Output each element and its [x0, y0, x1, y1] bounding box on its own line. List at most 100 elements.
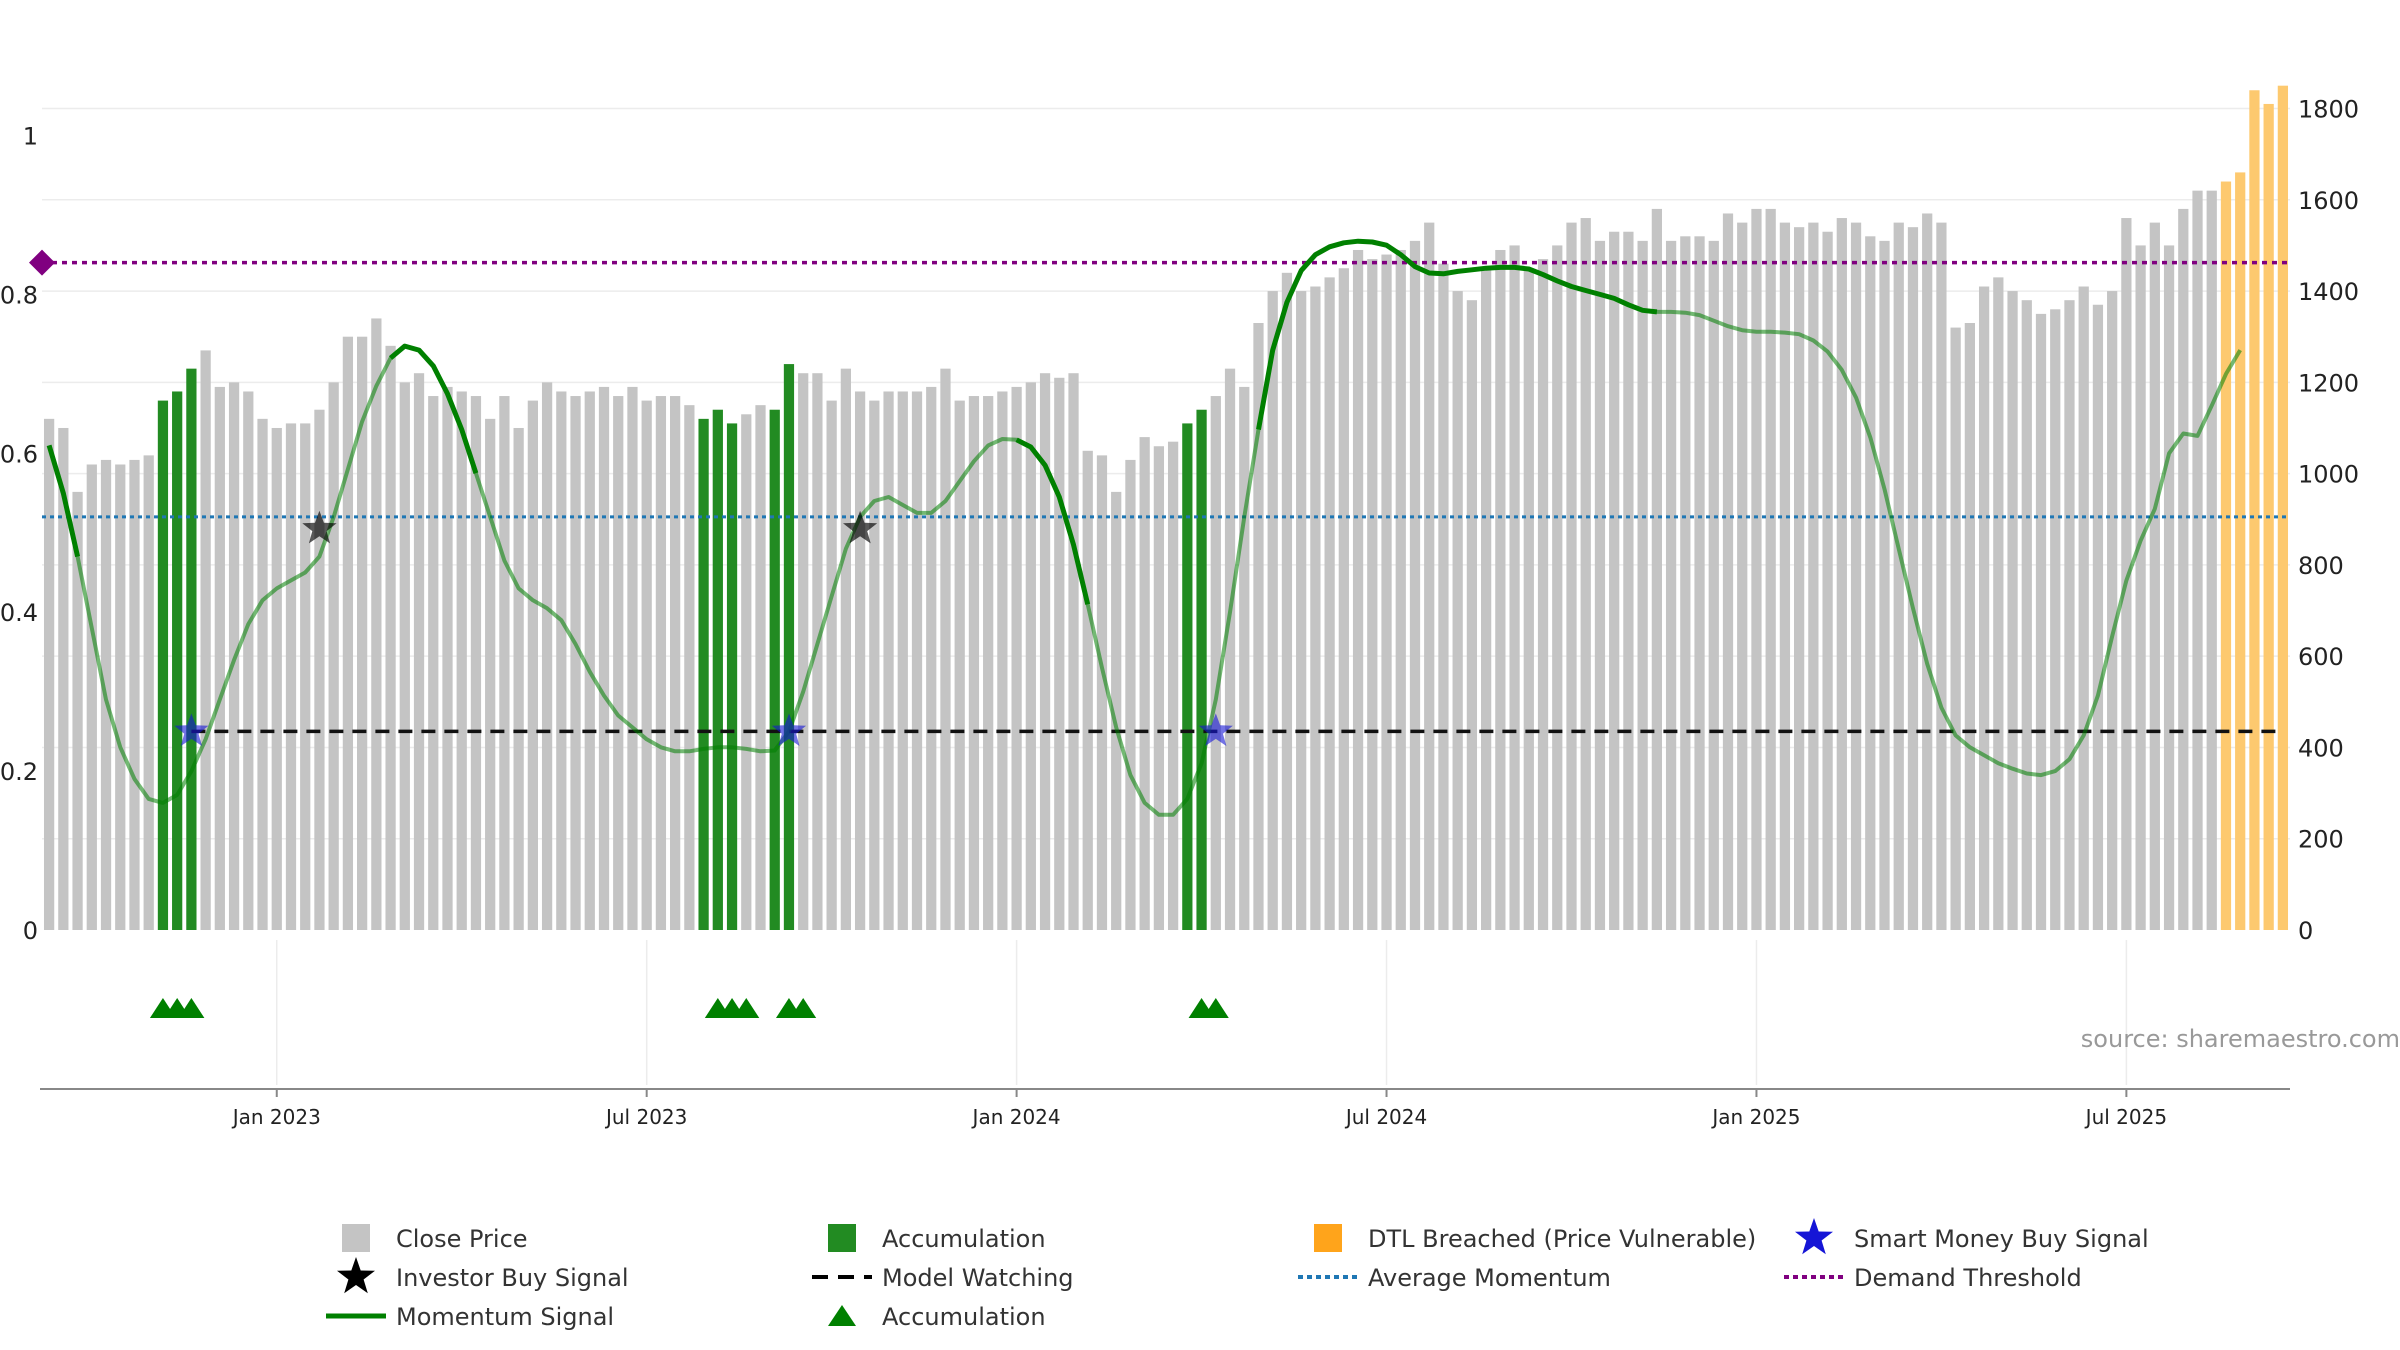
- price-bar: [1452, 291, 1463, 930]
- price-bar: [385, 345, 396, 930]
- price-bar: [1637, 240, 1648, 931]
- dtl-bar: [2277, 85, 2289, 931]
- legend-item: Model Watching: [812, 1264, 1074, 1292]
- accumulation-bar: [186, 368, 197, 930]
- price-bar: [812, 373, 823, 930]
- price-bar: [798, 373, 809, 930]
- left-tick-label: 1: [23, 123, 38, 151]
- price-bar: [1068, 373, 1079, 930]
- price-bar: [1552, 245, 1563, 930]
- accumulation-bar: [726, 423, 738, 930]
- price-bar: [1367, 259, 1378, 930]
- price-bar: [584, 391, 595, 930]
- price-bar: [570, 396, 581, 930]
- price-bar: [655, 396, 667, 930]
- right-tick-label: 1800: [2298, 96, 2359, 124]
- left-tick-label: 0.8: [0, 281, 38, 309]
- legend-label: Close Price: [396, 1225, 528, 1253]
- price-bar: [1993, 277, 2004, 931]
- smart-money-signal: [1198, 713, 1233, 746]
- price-bar: [1737, 222, 1748, 930]
- right-tick-label: 200: [2298, 826, 2344, 854]
- price-bar: [428, 396, 439, 930]
- legend-item: Demand Threshold: [1784, 1264, 2082, 1292]
- legend-swatch-dtl: [1314, 1224, 1342, 1252]
- legend-label: Accumulation: [882, 1303, 1046, 1331]
- legend-swatch-smart-money: [1795, 1218, 1833, 1255]
- x-tick-label: Jan 2025: [1710, 1105, 1800, 1129]
- price-bar: [1907, 227, 1919, 930]
- price-bar: [1978, 286, 1990, 930]
- price-bar: [627, 386, 638, 930]
- price-bar: [1324, 277, 1335, 931]
- price-bar: [43, 418, 55, 930]
- price-bar: [1338, 268, 1349, 930]
- price-bar: [2064, 300, 2075, 930]
- price-bar: [869, 400, 880, 931]
- price-bar: [1708, 240, 1719, 931]
- right-tick-label: 800: [2298, 552, 2344, 580]
- x-tick-label: Jul 2025: [2084, 1105, 2167, 1129]
- accumulation-bar: [769, 409, 780, 931]
- accumulation-bar: [1182, 423, 1193, 930]
- price-bar: [214, 386, 225, 930]
- dtl-bar: [2220, 181, 2232, 930]
- price-bar: [1239, 386, 1250, 930]
- dtl-bar: [2235, 172, 2246, 931]
- price-bar: [556, 391, 567, 930]
- price-bar: [527, 400, 538, 931]
- price-bar: [854, 391, 866, 930]
- price-bar: [485, 418, 496, 930]
- smart-money-signal: [174, 713, 209, 746]
- legend-label: Average Momentum: [1368, 1264, 1611, 1292]
- price-bar: [1025, 382, 1036, 930]
- price-bar: [755, 405, 766, 931]
- price-bar: [1253, 323, 1264, 931]
- price-bar: [1267, 291, 1278, 930]
- price-bar: [2107, 291, 2118, 930]
- price-bar: [2021, 300, 2032, 930]
- price-bar: [1751, 208, 1762, 930]
- price-bar: [2178, 208, 2189, 930]
- momentum-line-strong: [388, 343, 479, 474]
- price-bar: [1779, 222, 1791, 930]
- price-bar: [983, 396, 994, 930]
- legend-label: DTL Breached (Price Vulnerable): [1368, 1225, 1756, 1253]
- price-bar: [2092, 304, 2104, 930]
- price-bar: [1537, 259, 1549, 930]
- price-bar: [1836, 218, 1847, 931]
- price-bar: [1879, 240, 1890, 931]
- legend-swatch-investor: [337, 1257, 375, 1294]
- price-bar: [399, 382, 410, 930]
- legend-item: Momentum Signal: [326, 1303, 614, 1331]
- price-bar: [470, 396, 482, 930]
- price-bar: [1765, 208, 1776, 930]
- price-bar: [741, 414, 752, 930]
- price-bar: [1153, 446, 1165, 930]
- right-tick-label: 400: [2298, 734, 2344, 762]
- price-bar: [499, 396, 510, 930]
- price-bar: [954, 400, 965, 931]
- legend-swatch-accumulation-marker: [828, 1305, 856, 1326]
- price-bar: [1424, 222, 1435, 930]
- price-bar: [72, 491, 83, 930]
- price-bar: [1352, 249, 1364, 930]
- investor-signal: [843, 510, 878, 544]
- legend-item: Investor Buy Signal: [337, 1257, 629, 1294]
- price-bar: [1651, 208, 1662, 930]
- price-bar: [1922, 213, 1933, 930]
- price-bar: [129, 459, 140, 930]
- source-label: source: sharemaestro.com: [2081, 1025, 2400, 1053]
- price-bar: [1395, 249, 1406, 930]
- accumulation-bar: [783, 364, 795, 931]
- price-bar: [2121, 218, 2132, 931]
- price-bar: [541, 382, 553, 930]
- accumulation-marker: [733, 998, 760, 1018]
- price-bar: [1665, 240, 1677, 931]
- price-bar: [670, 396, 681, 930]
- price-bar: [2035, 313, 2047, 931]
- left-tick-label: 0: [23, 917, 38, 945]
- left-tick-label: 0.4: [0, 599, 38, 627]
- price-bar: [1039, 373, 1051, 930]
- signal-markers: [29, 249, 1233, 1018]
